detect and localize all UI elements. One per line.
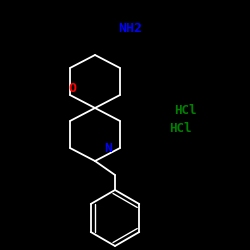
Text: HCl: HCl [169, 122, 191, 134]
Text: NH2: NH2 [118, 22, 142, 35]
Text: N: N [104, 142, 112, 154]
Text: O: O [68, 82, 76, 96]
Text: HCl: HCl [174, 104, 196, 117]
